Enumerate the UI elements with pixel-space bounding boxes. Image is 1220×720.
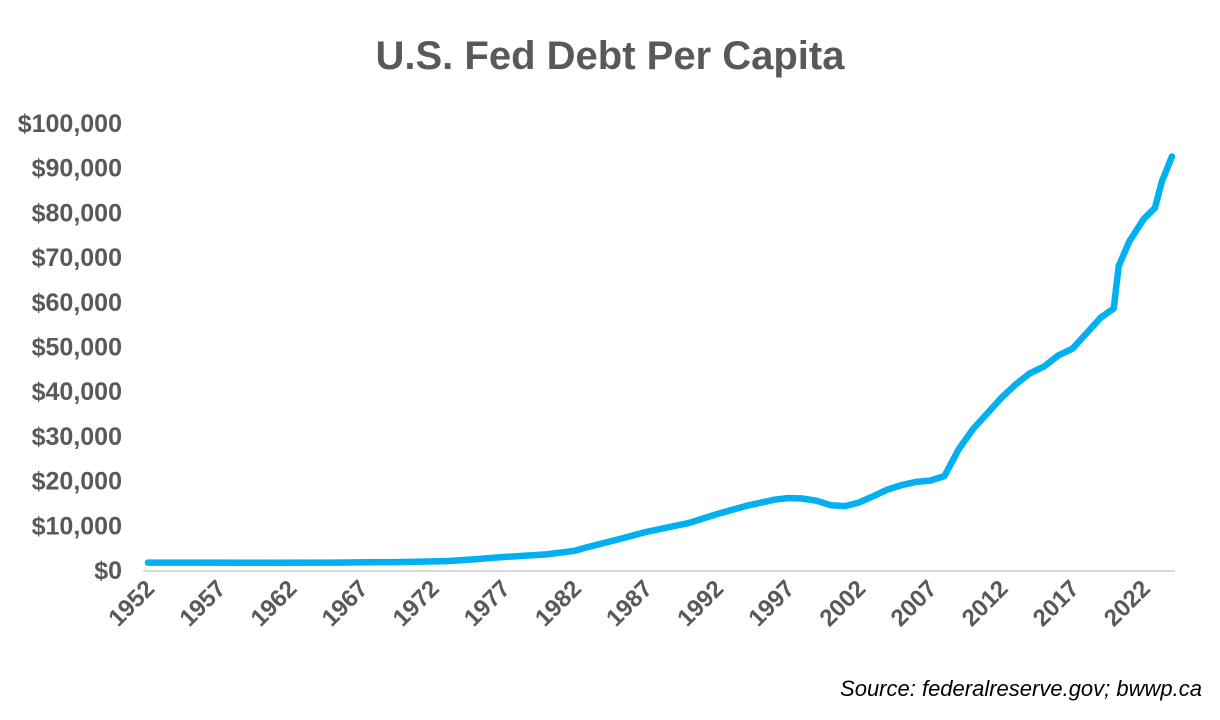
y-tick-label: $20,000 bbox=[32, 468, 122, 496]
x-tick-label: 2022 bbox=[1099, 575, 1156, 632]
y-tick-label: $70,000 bbox=[32, 244, 122, 272]
x-tick-label: 2007 bbox=[886, 575, 943, 632]
y-tick-label: $90,000 bbox=[32, 155, 122, 183]
source-note: Source: federalreserve.gov; bwwp.ca bbox=[840, 676, 1202, 701]
x-tick-label: 2012 bbox=[957, 575, 1014, 632]
x-tick-label: 2002 bbox=[815, 575, 872, 632]
y-tick-label: $60,000 bbox=[32, 289, 122, 317]
x-tick-label: 1992 bbox=[672, 575, 729, 632]
x-tick-label: 1982 bbox=[530, 575, 587, 632]
y-tick-label: $40,000 bbox=[32, 378, 122, 406]
x-tick-label: 1967 bbox=[317, 575, 374, 632]
x-tick-label: 1987 bbox=[601, 575, 658, 632]
y-tick-label: $100,000 bbox=[18, 110, 122, 138]
y-tick-label: $50,000 bbox=[32, 334, 122, 362]
x-tick-label: 1997 bbox=[743, 575, 800, 632]
series-line-fed-debt-per-capita bbox=[144, 153, 1176, 567]
x-tick-label: 2017 bbox=[1028, 575, 1085, 632]
chart-title: U.S. Fed Debt Per Capita bbox=[375, 34, 845, 78]
y-tick-label: $0 bbox=[94, 557, 122, 585]
y-tick-label: $30,000 bbox=[32, 423, 122, 451]
x-tick-label: 1957 bbox=[175, 575, 232, 632]
x-tick-label: 1962 bbox=[246, 575, 303, 632]
y-tick-label: $10,000 bbox=[32, 512, 122, 540]
y-tick-label: $80,000 bbox=[32, 199, 122, 227]
x-tick-label: 1977 bbox=[459, 575, 516, 632]
x-tick-label: 1972 bbox=[388, 575, 445, 632]
